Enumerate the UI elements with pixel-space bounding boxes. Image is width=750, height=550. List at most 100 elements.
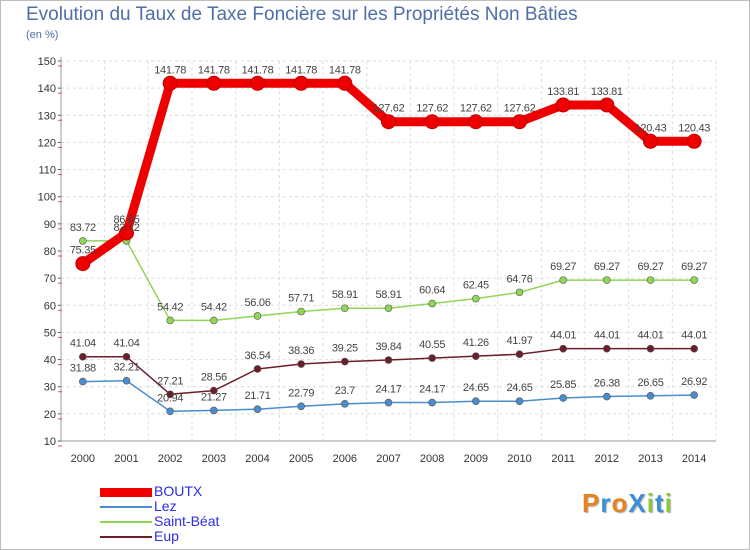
data-label: 41.26 bbox=[463, 337, 489, 349]
data-label: 56.06 bbox=[244, 297, 270, 309]
y-tick-label: 40 bbox=[44, 355, 56, 367]
data-point bbox=[210, 406, 218, 415]
x-tick-label: 2011 bbox=[551, 453, 575, 465]
data-label: 83.72 bbox=[113, 222, 139, 234]
data-point bbox=[690, 391, 698, 399]
logo-letter: r bbox=[600, 488, 612, 518]
data-label: 26.38 bbox=[594, 378, 620, 390]
data-label: 41.97 bbox=[506, 335, 532, 347]
data-point bbox=[297, 307, 305, 316]
y-tick-label: 30 bbox=[44, 382, 56, 394]
y-tick-label: 80 bbox=[44, 246, 56, 258]
data-label: 57.71 bbox=[288, 293, 314, 305]
x-tick-label: 2007 bbox=[376, 453, 400, 465]
data-label: 64.76 bbox=[506, 273, 532, 285]
data-point bbox=[515, 397, 524, 406]
data-label: 28.56 bbox=[201, 372, 227, 384]
data-label: 69.27 bbox=[550, 261, 576, 273]
data-point bbox=[293, 75, 309, 91]
y-axis-unit: (en %) bbox=[26, 29, 59, 41]
chart-title: Evolution du Taux de Taxe Foncière sur l… bbox=[26, 4, 578, 25]
data-label: 127.62 bbox=[416, 103, 448, 115]
data-point bbox=[384, 304, 393, 313]
data-point bbox=[515, 288, 524, 297]
x-tick-label: 2010 bbox=[507, 453, 531, 465]
legend-swatch bbox=[100, 521, 152, 523]
legend-item: BOUTX bbox=[100, 484, 300, 499]
data-point bbox=[690, 276, 698, 284]
data-point bbox=[603, 392, 611, 401]
data-label: 40.55 bbox=[419, 339, 445, 351]
data-point bbox=[472, 397, 480, 406]
data-label: 44.01 bbox=[594, 330, 620, 342]
proxiti-logo: ProXiti bbox=[582, 488, 673, 519]
legend-label: BOUTX bbox=[154, 483, 203, 499]
line-chart: 10 20 30 40 50 60 70 80 90 100 110 120 130 140 150 2000… bbox=[38, 56, 717, 465]
data-point bbox=[337, 75, 353, 91]
logo-letter: X bbox=[628, 488, 647, 518]
data-label: 120.43 bbox=[678, 122, 710, 134]
data-point bbox=[250, 75, 265, 91]
y-tick-label: 120 bbox=[38, 137, 56, 149]
data-labels: 31.88 32.21 20.94 21.27 21.71 22.79 23.7 24.17 2… bbox=[70, 64, 711, 404]
data-point bbox=[559, 276, 567, 284]
data-point bbox=[166, 316, 174, 325]
x-tick-label: 2003 bbox=[202, 453, 226, 465]
data-point bbox=[643, 133, 658, 149]
data-label: 75.35 bbox=[70, 245, 96, 257]
data-point bbox=[381, 114, 396, 130]
data-label: 24.65 bbox=[463, 382, 489, 394]
data-label: 141.78 bbox=[242, 64, 274, 76]
data-label: 24.17 bbox=[419, 384, 445, 396]
y-tick-label: 140 bbox=[38, 83, 56, 95]
data-point bbox=[162, 75, 178, 91]
x-tick-label: 2013 bbox=[638, 453, 662, 465]
data-point bbox=[297, 402, 305, 411]
series-lines bbox=[75, 75, 702, 416]
data-label: 58.91 bbox=[332, 289, 358, 301]
data-point bbox=[166, 407, 174, 416]
data-point bbox=[253, 365, 262, 373]
data-label: 141.78 bbox=[329, 64, 361, 76]
x-tick-label: 2000 bbox=[71, 453, 95, 465]
axes: 10 20 30 40 50 60 70 80 90 100 110 120 130 140 150 2000… bbox=[38, 56, 716, 465]
x-tick-label: 2009 bbox=[464, 453, 488, 465]
legend-swatch bbox=[100, 536, 152, 538]
data-label: 25.85 bbox=[550, 379, 576, 391]
data-point bbox=[468, 114, 484, 130]
data-label: 20.94 bbox=[157, 392, 183, 404]
legend-label: Lez bbox=[154, 498, 177, 514]
data-point bbox=[472, 352, 480, 360]
x-tick-label: 2006 bbox=[333, 453, 357, 465]
data-label: 23.7 bbox=[335, 385, 355, 397]
data-point bbox=[341, 304, 349, 313]
data-point bbox=[119, 225, 134, 241]
data-point bbox=[686, 133, 702, 149]
legend-swatch bbox=[100, 487, 152, 497]
data-label: 69.27 bbox=[681, 261, 707, 273]
data-label: 44.01 bbox=[637, 330, 663, 342]
data-label: 26.92 bbox=[681, 376, 707, 388]
x-tick-label: 2004 bbox=[245, 453, 269, 465]
data-point bbox=[515, 350, 524, 359]
data-point bbox=[341, 400, 349, 408]
legend-item: Lez bbox=[100, 499, 300, 514]
data-label: 38.36 bbox=[288, 345, 314, 357]
y-tick-label: 20 bbox=[44, 409, 56, 421]
data-label: 54.42 bbox=[201, 301, 227, 313]
legend-swatch bbox=[100, 506, 152, 508]
data-point bbox=[210, 316, 218, 325]
y-tick-label: 150 bbox=[38, 56, 56, 68]
data-point bbox=[472, 294, 480, 303]
data-point bbox=[297, 360, 305, 368]
data-point bbox=[646, 392, 655, 400]
data-label: 24.17 bbox=[375, 384, 401, 396]
data-point bbox=[79, 377, 87, 386]
data-label: 127.62 bbox=[373, 103, 405, 115]
data-point bbox=[206, 75, 222, 91]
data-point bbox=[646, 344, 655, 353]
logo-letter: i bbox=[646, 488, 655, 518]
data-point bbox=[603, 344, 611, 353]
data-label: 27.21 bbox=[157, 375, 183, 387]
data-point bbox=[79, 237, 87, 245]
